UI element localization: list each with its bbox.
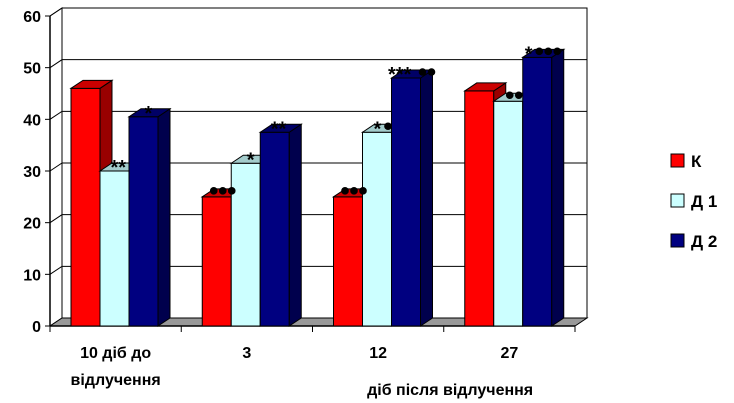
significance-marker: * (145, 103, 153, 125)
bars (69, 48, 566, 327)
x-tick-label: 3 (242, 345, 251, 362)
x-axis-title: діб після відлучення (367, 382, 533, 399)
legend: К Д 1 Д 2 (670, 152, 717, 251)
x-tick-labels: 10 діб до відлучення 3 12 27 (71, 345, 519, 389)
asterisk-marker: ** (111, 157, 127, 179)
bar (258, 123, 303, 327)
legend-swatch (670, 233, 685, 248)
dot-marker (553, 47, 562, 56)
y-tick-label: 0 (32, 319, 41, 336)
legend-label: Д 2 (691, 232, 717, 251)
legend-swatch (670, 193, 685, 208)
dot-marker (209, 187, 218, 195)
legend-item: К (670, 152, 702, 171)
significance-markers: ****** ***** (111, 43, 562, 195)
dot-marker (359, 187, 367, 195)
bar-front (128, 116, 159, 327)
asterisk-marker: * (374, 118, 382, 140)
legend-swatch (670, 153, 685, 168)
y-tick-label: 60 (23, 9, 41, 26)
dot-marker (427, 68, 436, 76)
gridline (49, 7, 587, 17)
significance-marker: * (247, 149, 255, 171)
bar (127, 107, 172, 327)
bar-top (69, 79, 114, 89)
significance-marker: * (525, 43, 562, 65)
bar-top (127, 108, 172, 118)
asterisk-marker: * (145, 103, 153, 125)
bar-front (70, 87, 101, 327)
bar-front (201, 196, 232, 327)
asterisk-marker: ** (271, 118, 287, 140)
legend-item: Д 2 (670, 232, 717, 251)
bar-front (99, 170, 130, 327)
significance-marker (209, 187, 236, 195)
gridline (49, 59, 587, 69)
bar-front (493, 100, 524, 327)
bar (69, 79, 114, 327)
bar-front (362, 131, 392, 327)
asterisk-marker: * (247, 149, 255, 171)
x-tick-label: 12 (369, 345, 387, 362)
bar (389, 69, 435, 327)
significance-marker (505, 91, 523, 100)
significance-marker: ** (111, 157, 127, 179)
bar-top (463, 82, 508, 92)
bar-front (464, 90, 495, 327)
dot-marker (514, 91, 523, 100)
bar-top (258, 123, 303, 133)
x-tick-label: 27 (500, 345, 518, 362)
dot-marker (350, 187, 358, 195)
dot-marker (384, 122, 392, 131)
legend-label: К (691, 152, 702, 171)
y-tick-label: 40 (23, 112, 41, 129)
bar-front (522, 56, 553, 327)
y-tick-label: 20 (23, 216, 41, 233)
dot-marker (544, 47, 553, 56)
significance-marker: * (374, 118, 392, 140)
y-tick-labels: 0 10 20 30 40 50 60 (23, 9, 41, 336)
dot-marker (505, 91, 514, 100)
dot-marker (535, 47, 544, 56)
asterisk-marker: *** (388, 64, 412, 86)
asterisk-marker: * (525, 43, 533, 65)
bar-front (391, 77, 421, 327)
bar-front (333, 196, 363, 327)
y-tick-label: 10 (23, 267, 41, 284)
bar-side (288, 123, 302, 327)
y-tick-label: 30 (23, 164, 41, 181)
significance-marker: ** (271, 118, 287, 140)
legend-label: Д 1 (691, 192, 717, 211)
dot-marker (227, 187, 236, 195)
bar-side (420, 69, 433, 327)
significance-marker (341, 187, 367, 195)
legend-item: Д 1 (670, 192, 717, 211)
x-tick-label: 10 діб до відлучення (71, 345, 161, 389)
dot-marker (418, 68, 427, 76)
significance-marker: *** (388, 64, 436, 86)
y-tick-label: 50 (23, 61, 41, 78)
bar (521, 48, 566, 327)
bar-front (259, 131, 290, 327)
bar-side (157, 107, 171, 327)
bar-front (230, 162, 261, 327)
dot-marker (341, 187, 349, 195)
dot-marker (218, 187, 227, 195)
bar-side (551, 48, 565, 327)
